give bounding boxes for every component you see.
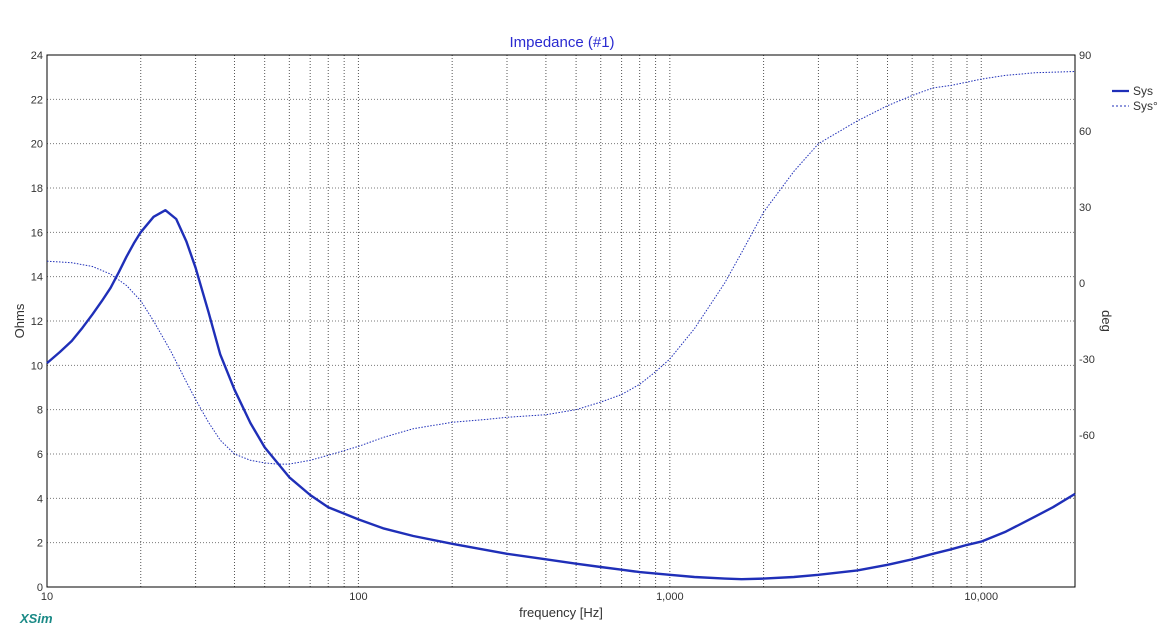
series-line-sys-phase: [46, 71, 1076, 465]
y-left-tick-label: 10: [31, 360, 43, 372]
y-left-tick-label: 6: [37, 449, 43, 461]
y-left-tick-label: 0: [37, 582, 43, 594]
xsim-logo: XSim: [19, 611, 53, 626]
x-tick-label: 10,000: [964, 591, 998, 603]
y-left-tick-label: 4: [37, 493, 43, 505]
y-left-tick-label: 12: [31, 316, 43, 328]
y-right-tick-labels: -60 -30 0 30 60 90: [1079, 50, 1095, 442]
legend-label-sys-phase: Sys°: [1133, 99, 1158, 113]
plot-frame: [46, 54, 1076, 588]
grid: [47, 55, 1075, 587]
chart-title: Impedance (#1): [509, 34, 614, 51]
y-right-tick-label: 0: [1079, 278, 1085, 290]
series-layer: [46, 71, 1076, 581]
x-tick-label: 1,000: [656, 591, 684, 603]
x-tick-label: 100: [349, 591, 367, 603]
y-left-tick-label: 24: [31, 50, 43, 62]
legend-label-sys: Sys: [1133, 84, 1153, 98]
y-left-tick-label: 18: [31, 183, 43, 195]
y-right-tick-label: -30: [1079, 354, 1095, 366]
y-right-tick-label: 90: [1079, 50, 1091, 62]
y-left-tick-label: 20: [31, 139, 43, 151]
y-left-tick-label: 16: [31, 227, 43, 239]
y-left-tick-label: 2: [37, 538, 43, 550]
series-line-sys: [46, 208, 1076, 581]
x-tick-labels: 10 100 1,000 10,000: [41, 591, 998, 603]
y-right-axis-title: deg: [1099, 310, 1114, 332]
y-right-tick-label: 30: [1079, 202, 1091, 214]
x-tick-label: 10: [41, 591, 53, 603]
x-axis-title: frequency [Hz]: [519, 605, 603, 620]
y-right-tick-label: -60: [1079, 430, 1095, 442]
y-left-tick-label: 8: [37, 405, 43, 417]
y-left-tick-label: 22: [31, 94, 43, 106]
y-left-axis-title: Ohms: [12, 303, 27, 338]
legend[interactable]: Sys Sys°: [1112, 84, 1158, 113]
y-right-tick-label: 60: [1079, 126, 1091, 138]
y-left-tick-label: 14: [31, 272, 43, 284]
